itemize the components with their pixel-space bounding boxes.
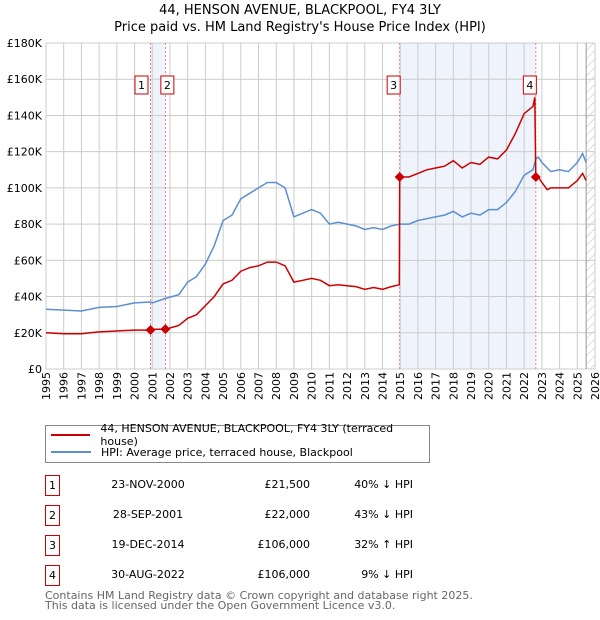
x-tick-label: 2021	[500, 372, 513, 400]
x-tick-label: 2011	[323, 372, 336, 400]
sale-label-box	[160, 75, 175, 95]
sale-hpi-diff: 32% ↑ HPI	[354, 538, 413, 551]
x-tick-label: 2002	[164, 372, 177, 400]
sale-point	[145, 325, 156, 336]
sale-hpi-diff: 9% ↓ HPI	[361, 568, 413, 581]
sale-label: 2	[164, 79, 171, 92]
x-tick-label: 2026	[589, 372, 600, 400]
sale-label: 3	[390, 79, 397, 92]
x-tick-label: 1999	[111, 372, 124, 400]
x-tick-label: 2020	[483, 372, 496, 400]
hpi-line	[45, 151, 587, 312]
sale-marker-badge: 1	[45, 475, 60, 496]
y-tick-label: £20K	[14, 327, 43, 340]
sale-date: 19-DEC-2014	[111, 538, 185, 551]
x-tick-label: 2022	[518, 372, 531, 400]
sale-marker-badge: 3	[45, 535, 60, 556]
shaded-period	[150, 43, 166, 369]
footer-licence: This data is licensed under the Open Gov…	[45, 599, 396, 612]
x-tick-label: 2008	[270, 372, 283, 400]
y-tick-label: £60K	[14, 254, 43, 267]
x-tick-label: 2016	[412, 372, 425, 400]
chart-title: 44, HENSON AVENUE, BLACKPOOL, FY4 3LY	[159, 3, 441, 18]
sale-point	[530, 172, 541, 183]
x-tick-label: 2014	[376, 372, 389, 400]
chart-subtitle: Price paid vs. HM Land Registry's House …	[114, 20, 486, 35]
x-tick-label: 2009	[288, 372, 301, 400]
sale-label-box	[386, 75, 401, 95]
y-tick-label: £40K	[14, 291, 43, 304]
sale-marker-badge: 2	[45, 505, 60, 526]
sale-row: 3 19-DEC-2014 £106,000 32% ↑ HPI	[45, 535, 445, 556]
y-tick-label: £180K	[7, 37, 43, 50]
footer: Contains HM Land Registry data © Crown c…	[45, 589, 473, 612]
x-tick-label: 2005	[217, 372, 230, 400]
x-tick-label: 1995	[40, 372, 53, 400]
sale-label-box	[522, 75, 537, 95]
x-tick-label: 1996	[58, 372, 71, 400]
sale-row: 2 28-SEP-2001 £22,000 43% ↓ HPI	[45, 505, 445, 526]
shaded-period	[399, 43, 536, 369]
x-tick-label: 2013	[359, 372, 372, 400]
y-tick-label: £0	[28, 363, 42, 376]
y-tick-label: £160K	[7, 73, 43, 86]
y-tick-label: £140K	[7, 109, 43, 122]
y-tick-label: £120K	[7, 146, 43, 159]
sale-marker-badge: 4	[45, 565, 60, 586]
sale-point	[394, 172, 405, 183]
y-tick-label: £100K	[7, 182, 43, 195]
legend: 44, HENSON AVENUE, BLACKPOOL, FY4 3LY (t…	[45, 422, 430, 463]
sale-price: £106,000	[257, 568, 311, 581]
sale-point	[160, 324, 171, 335]
legend-label-hpi: HPI: Average price, terraced house, Blac…	[101, 445, 353, 459]
sale-price: £21,500	[264, 478, 311, 491]
x-tick-label: 2000	[129, 372, 142, 400]
x-tick-label: 2012	[341, 372, 354, 400]
x-tick-label: 2019	[465, 372, 478, 400]
sale-date: 28-SEP-2001	[112, 508, 184, 521]
x-tick-label: 2024	[554, 372, 567, 400]
legend-label-property: 44, HENSON AVENUE, BLACKPOOL, FY4 3LY (t…	[100, 422, 394, 448]
sale-date: 30-AUG-2022	[111, 568, 185, 581]
sale-label: 1	[138, 79, 145, 92]
sale-hpi-diff: 40% ↓ HPI	[354, 478, 413, 491]
sale-label-box	[134, 75, 149, 95]
x-tick-label: 1998	[93, 372, 106, 400]
forecast-hatch	[586, 43, 595, 369]
sale-row: 1 23-NOV-2000 £21,500 40% ↓ HPI	[45, 475, 445, 496]
legend-swatch-property	[51, 434, 91, 436]
sale-price: £22,000	[264, 508, 311, 521]
x-tick-label: 2006	[235, 372, 248, 400]
x-tick-label: 2004	[199, 372, 212, 400]
x-tick-label: 2025	[571, 372, 584, 400]
property-price-line	[45, 97, 587, 335]
footer-copyright: Contains HM Land Registry data © Crown c…	[45, 589, 473, 602]
x-tick-label: 2001	[146, 372, 159, 400]
sale-date: 23-NOV-2000	[111, 478, 185, 491]
y-tick-label: £80K	[14, 218, 43, 231]
x-tick-label: 2018	[447, 372, 460, 400]
x-tick-label: 2017	[430, 372, 443, 400]
sale-hpi-diff: 43% ↓ HPI	[354, 508, 413, 521]
sale-price: £106,000	[257, 538, 311, 551]
sale-label: 4	[526, 79, 533, 92]
x-tick-label: 2007	[253, 372, 266, 400]
x-tick-label: 2010	[306, 372, 319, 400]
x-tick-label: 2015	[394, 372, 407, 400]
x-tick-label: 2003	[182, 372, 195, 400]
x-tick-label: 2023	[536, 372, 549, 400]
price-chart: 1995 1996 1997 1998 1999 2000 2001 2002 2003 2004…	[7, 37, 600, 400]
x-tick-label: 1997	[75, 372, 88, 400]
legend-swatch-hpi	[51, 451, 91, 453]
sale-row: 4 30-AUG-2022 £106,000 9% ↓ HPI	[45, 565, 445, 586]
